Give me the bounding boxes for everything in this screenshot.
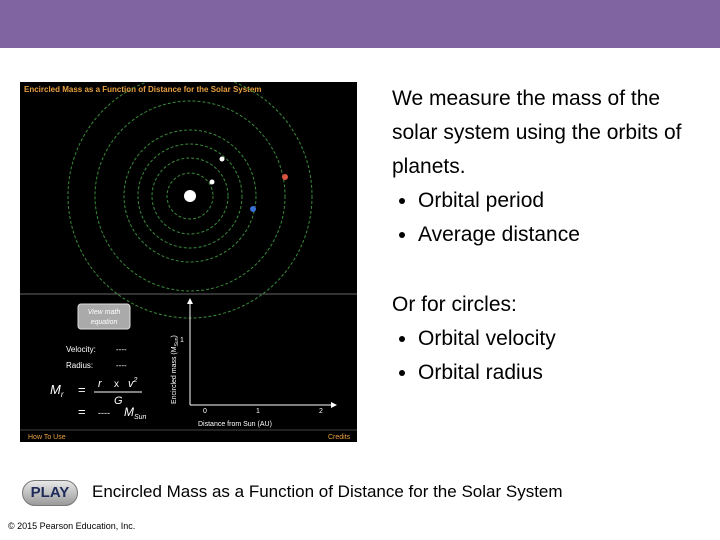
bullet: Orbital period (418, 184, 692, 218)
credits[interactable]: Credits (328, 434, 351, 441)
bullet-list: Orbital velocity Orbital radius (392, 322, 692, 390)
equation: Mr (50, 382, 64, 399)
y-axis-label: Encircled mass (MSun) (171, 335, 180, 404)
button-label: View math (88, 309, 121, 316)
play-button[interactable]: PLAY (22, 480, 78, 506)
y-tick-label: 1 (180, 337, 184, 344)
copyright: © 2015 Pearson Education, Inc. (8, 521, 136, 531)
equation: = (78, 382, 86, 397)
x-tick-label: 2 (319, 408, 323, 415)
x-tick-label: 0 (203, 408, 207, 415)
x-axis-label: Distance from Sun (AU) (198, 421, 272, 428)
button-label: equation (91, 319, 118, 326)
math-button[interactable] (77, 303, 131, 330)
bullet-list: Orbital period Average distance (392, 184, 692, 252)
equation: x (114, 379, 119, 390)
animation-title: Encircled Mass as a Function of Distance… (24, 85, 261, 94)
velocity-value: ---- (116, 345, 127, 354)
caption: Encircled Mass as a Function of Distance… (92, 482, 563, 501)
how-to-use[interactable]: How To Use (28, 434, 66, 441)
equation: v2 (128, 377, 138, 390)
x-tick-label: 1 (256, 408, 260, 415)
header-bar (0, 0, 720, 48)
body-text: We measure the mass of the solar system … (392, 82, 692, 390)
velocity-label: Velocity: (66, 345, 96, 354)
equation: ---- (98, 408, 110, 418)
bullet: Orbital velocity (418, 322, 692, 356)
animation: Encircled Mass as a Function of Distance… (20, 82, 357, 442)
radius-value: ---- (116, 361, 127, 370)
paragraph: Or for circles: (392, 293, 517, 316)
radius-label: Radius: (66, 361, 93, 370)
paragraph: We measure the mass of the solar system … (392, 87, 682, 178)
equation: = (78, 404, 86, 419)
equation: G (114, 395, 123, 407)
equation: MSun (124, 405, 147, 421)
bullet: Orbital radius (418, 356, 692, 390)
equation: r (98, 378, 103, 390)
bullet: Average distance (418, 218, 692, 252)
